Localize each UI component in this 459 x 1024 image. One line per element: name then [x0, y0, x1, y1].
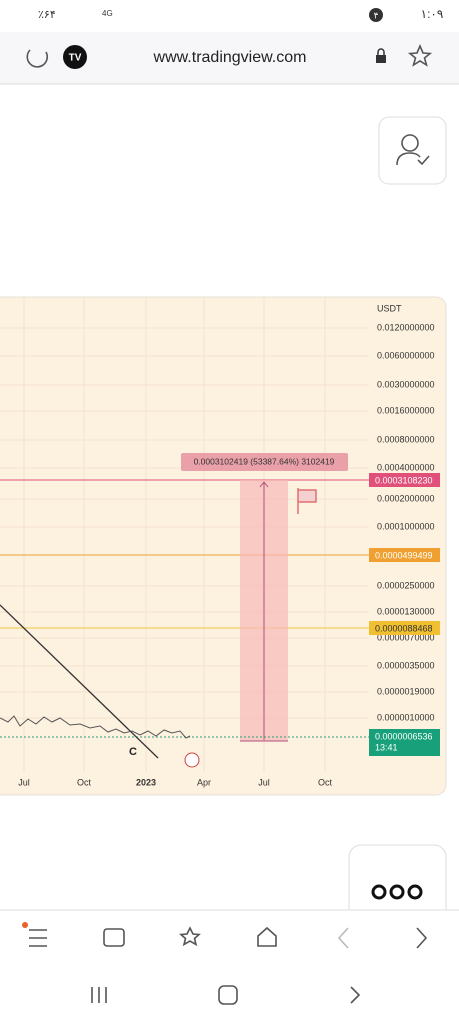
menu-dot [22, 922, 28, 928]
countdown: 13:41 [375, 742, 398, 752]
last-price: 0.0000006536 [375, 731, 433, 741]
price-marker [369, 473, 440, 487]
lock-icon [376, 55, 386, 63]
price-label: 0.0000010000 [377, 712, 435, 722]
trend-line [0, 604, 159, 759]
dot [407, 884, 423, 900]
currency: USDT [377, 303, 402, 313]
price-label: 0.0000019000 [377, 686, 435, 696]
dot [371, 884, 387, 900]
last-price-badge [369, 729, 440, 756]
price-label: 0.0120000000 [377, 322, 435, 332]
price-marker [369, 548, 440, 562]
price-series [0, 715, 191, 739]
time-label: Oct [318, 777, 333, 787]
price-label: 0.0002000000 [377, 493, 435, 503]
time-label: Jul [258, 777, 270, 787]
price-label: 0.0000130000 [377, 606, 435, 616]
price-label: 0.0008000000 [377, 434, 435, 444]
price-label: 0.0000250000 [377, 580, 435, 590]
flag-icon [297, 488, 317, 514]
back-icon[interactable] [337, 927, 349, 949]
menu-icon[interactable] [29, 929, 47, 947]
profile-head [401, 134, 419, 152]
profile-body [396, 152, 430, 166]
price-label: 0.0016000000 [377, 405, 435, 415]
time-label: Jul [18, 777, 30, 787]
home-button[interactable] [218, 985, 238, 1005]
url[interactable]: www.tradingview.com [153, 49, 307, 66]
price-label: 0.0000070000 [377, 632, 435, 642]
price-label: 0.0000035000 [377, 660, 435, 670]
price-axis: 0.0120000000 0.0060000000 0.0030000000 0.00… [18, 322, 440, 787]
event-icon [184, 752, 200, 768]
forward-icon[interactable] [416, 927, 428, 949]
measure-text: 0.0003102419 (53387.64%) 3102419 [194, 456, 335, 466]
bookmarks-icon[interactable] [179, 926, 201, 947]
back-button[interactable] [350, 986, 361, 1004]
measure-tooltip [181, 453, 348, 471]
tabs-icon[interactable] [103, 928, 125, 947]
network: 4G [102, 9, 113, 18]
measure-arrowhead [259, 481, 269, 488]
home-icon[interactable] [257, 926, 277, 947]
time-label: 2023 [136, 777, 156, 787]
time-label: Apr [197, 777, 211, 787]
time-label: Oct [77, 777, 92, 787]
site-icon [63, 45, 87, 69]
badge-circle [369, 8, 383, 22]
bookmark-icon[interactable] [407, 43, 433, 67]
price-marker-label: 0.0003108230 [375, 475, 433, 485]
price-marker-label: 0.0000088468 [375, 623, 433, 633]
price-marker [369, 621, 440, 635]
price-marker-label: 0.0000499499 [375, 550, 433, 560]
battery: ٪۶۴ [38, 9, 56, 21]
price-label: 0.0030000000 [377, 379, 435, 389]
price-label: 0.0001000000 [377, 521, 435, 531]
badge: ۴ [374, 10, 379, 20]
browser-nav [0, 910, 459, 968]
chart-panel [0, 296, 447, 796]
recents-button[interactable] [91, 987, 107, 1003]
price-label: 0.0004000000 [377, 462, 435, 472]
price-label: 0.0060000000 [377, 350, 435, 360]
dot [389, 884, 405, 900]
reload-icon[interactable] [26, 49, 49, 68]
wave-label: C [129, 746, 137, 758]
lock-shackle [377, 48, 385, 55]
clock: ۱:۰۹ [421, 7, 444, 21]
site-icon-text: TV [69, 53, 82, 64]
status-bar [0, 0, 459, 32]
